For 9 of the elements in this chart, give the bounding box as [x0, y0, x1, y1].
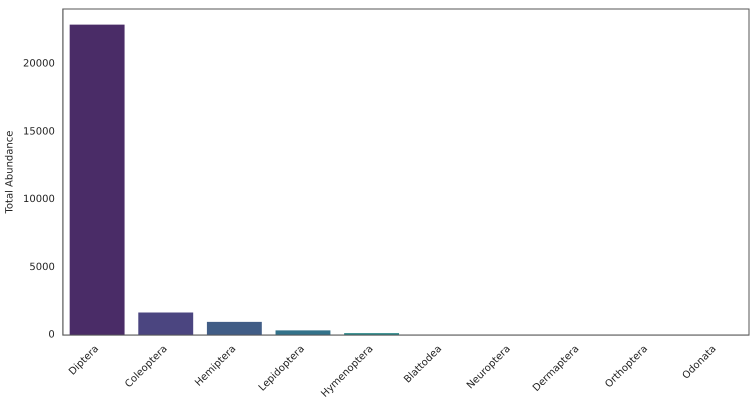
bar: [206, 322, 262, 336]
y-tick-label: 0: [48, 330, 55, 341]
bar: [138, 312, 194, 336]
bar: [70, 24, 125, 336]
y-axis-title: Total Abundance: [4, 130, 16, 214]
y-tick-label: 15000: [23, 126, 55, 138]
y-tick-label: 10000: [23, 194, 55, 206]
y-tick-label: 20000: [23, 58, 55, 70]
y-tick-label: 5000: [29, 262, 55, 273]
